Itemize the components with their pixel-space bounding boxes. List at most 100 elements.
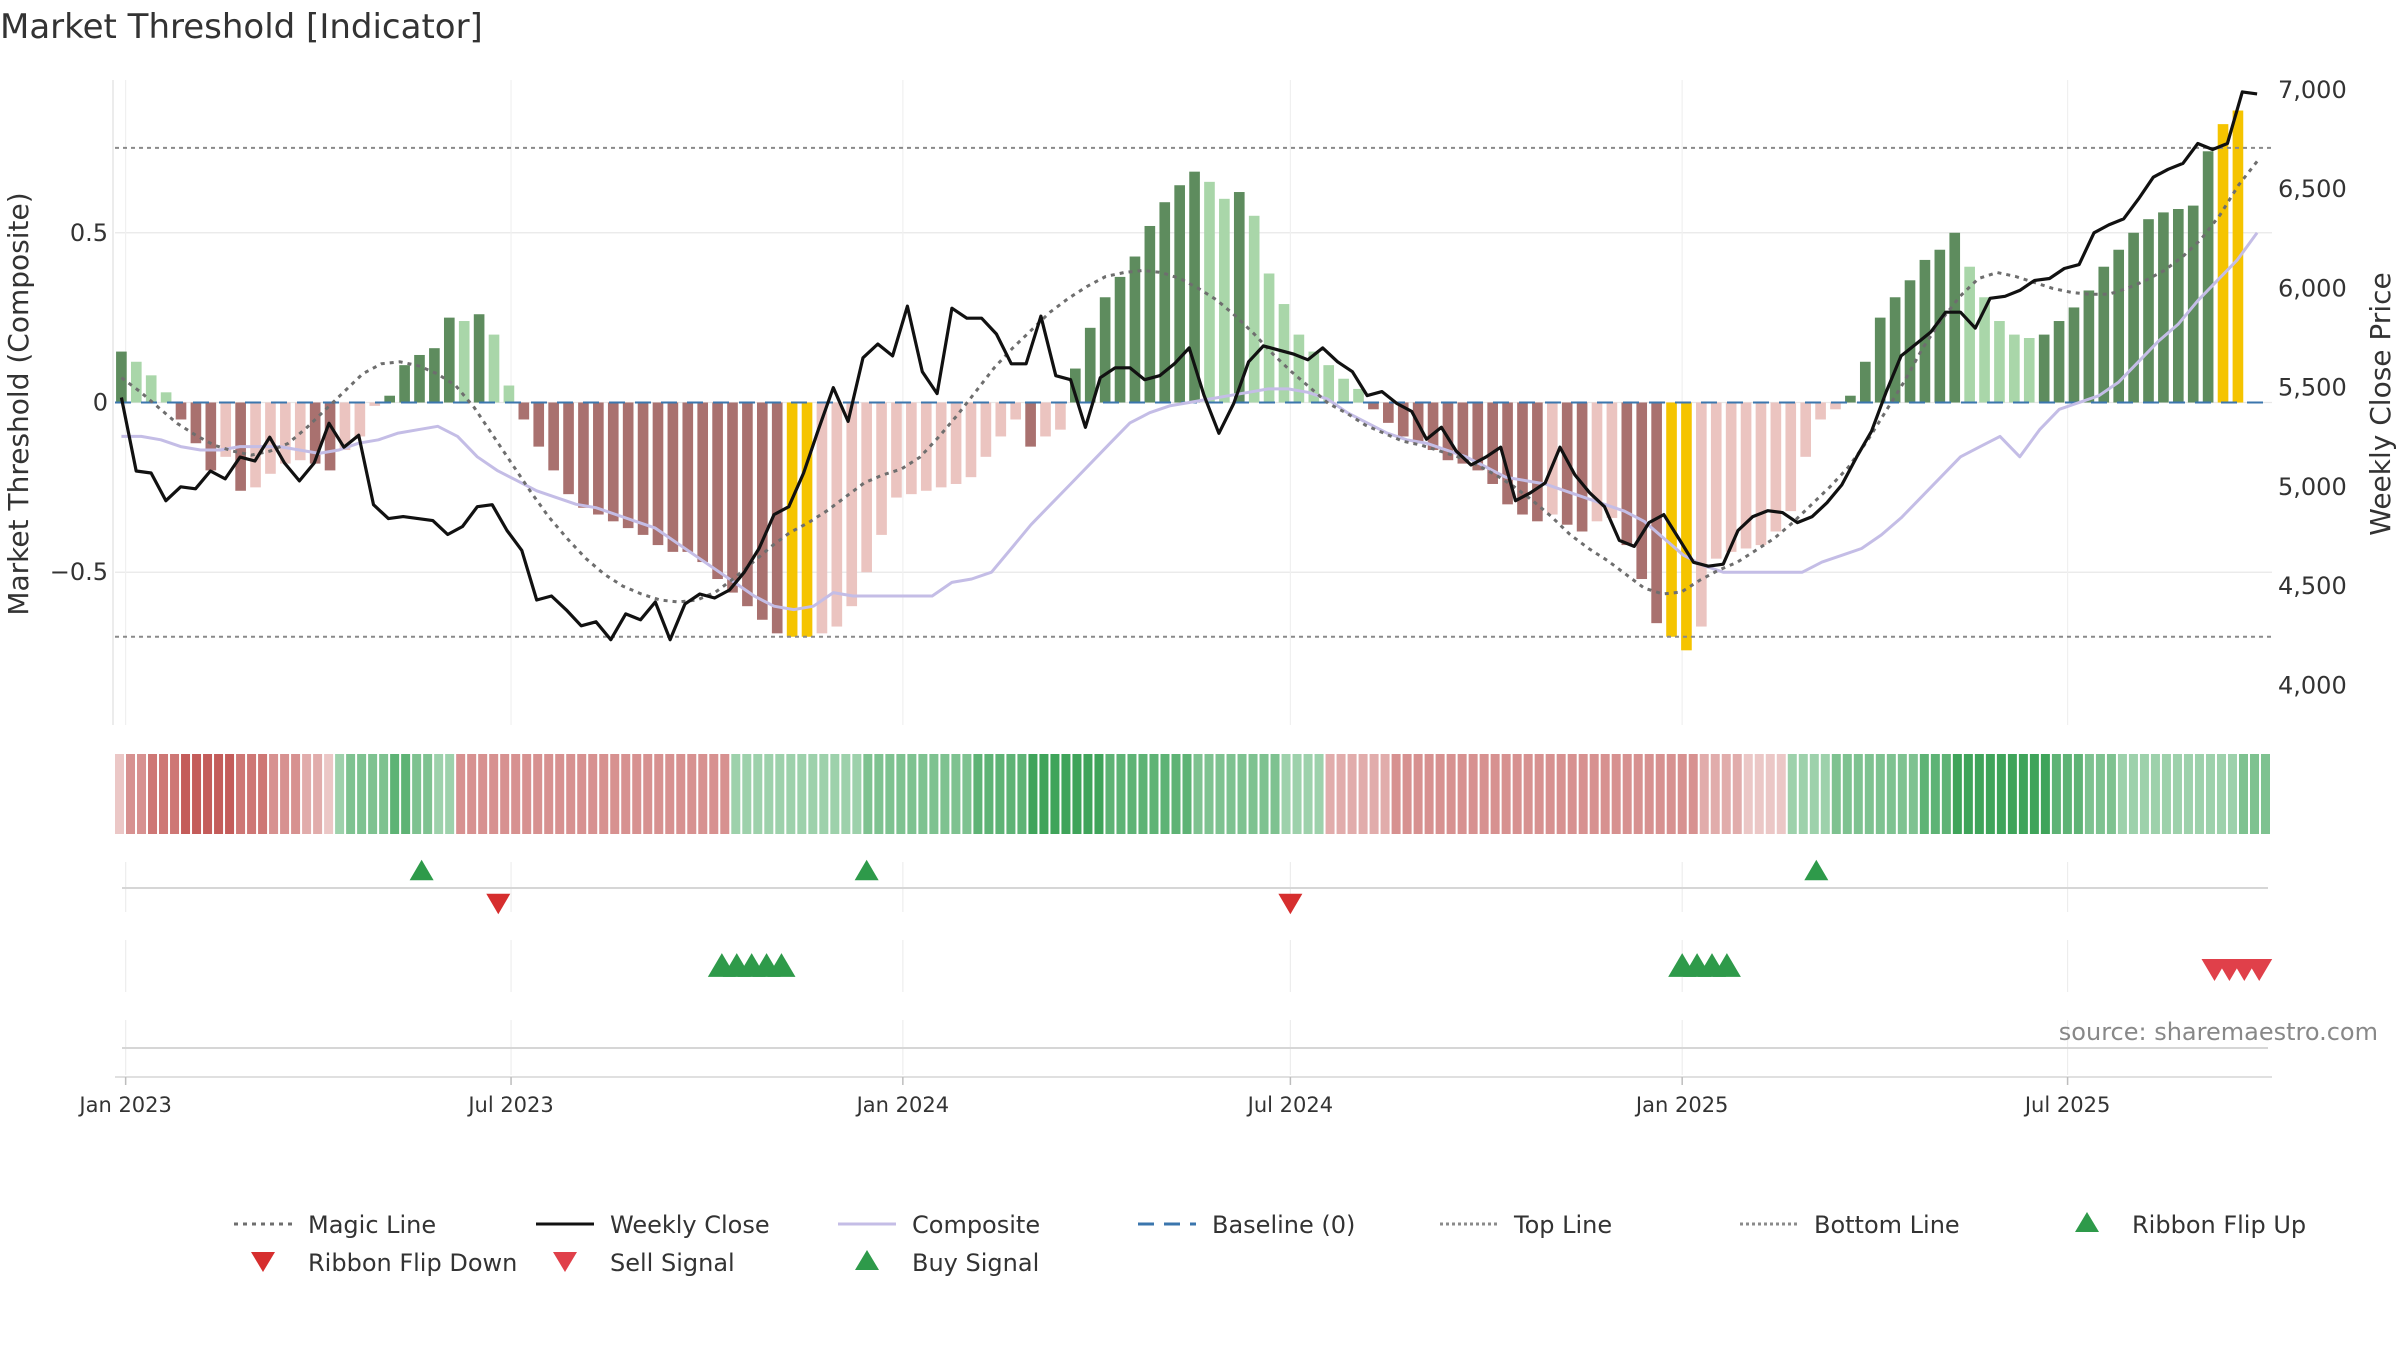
ribbon-cell bbox=[951, 754, 961, 834]
ribbon-cell bbox=[2150, 754, 2160, 834]
ribbon-cell bbox=[1523, 754, 1533, 834]
legend-swatch bbox=[2075, 1212, 2099, 1232]
legend-item: Weekly Close bbox=[536, 1211, 770, 1239]
composite-bar bbox=[906, 402, 917, 495]
ribbon-cell bbox=[1204, 754, 1214, 834]
ribbon-cell bbox=[1820, 754, 1830, 834]
ribbon-cell bbox=[236, 754, 246, 834]
ribbon-cell bbox=[368, 754, 378, 834]
composite-bar bbox=[876, 402, 887, 535]
ribbon-cell bbox=[1028, 754, 1038, 834]
composite-bar bbox=[861, 402, 872, 573]
ribbon-cell bbox=[555, 754, 565, 834]
ribbon-cell bbox=[973, 754, 983, 834]
ribbon-flip-down-marker bbox=[486, 893, 511, 915]
composite-bar bbox=[503, 385, 515, 403]
ribbon-cell bbox=[687, 754, 697, 834]
composite-bars bbox=[116, 110, 2244, 651]
composite-bar bbox=[1889, 297, 1901, 403]
ribbon-cell bbox=[1336, 754, 1346, 834]
ribbon-cell bbox=[1094, 754, 1104, 834]
ribbon-cell bbox=[1644, 754, 1654, 834]
ribbon-cell bbox=[126, 754, 136, 834]
x-tick-label: Jan 2023 bbox=[77, 1093, 172, 1117]
composite-bar bbox=[145, 375, 157, 403]
ribbon-cell bbox=[522, 754, 532, 834]
ribbon-cell bbox=[533, 754, 543, 834]
ribbon-flip-up-marker bbox=[409, 859, 434, 881]
ribbon-cell bbox=[665, 754, 675, 834]
y-tick-label: −0.5 bbox=[50, 558, 108, 586]
ribbon-cell bbox=[1039, 754, 1049, 834]
ribbon-cell bbox=[643, 754, 653, 834]
ribbon-cell bbox=[1974, 754, 1984, 834]
ribbon-cell bbox=[1006, 754, 1016, 834]
ribbon-cell bbox=[225, 754, 235, 834]
ribbon-cell bbox=[1754, 754, 1764, 834]
ribbon-cell bbox=[1248, 754, 1258, 834]
ribbon-cell bbox=[2260, 754, 2270, 834]
composite-line bbox=[121, 231, 2259, 612]
ribbon-cell bbox=[2161, 754, 2171, 834]
ribbon-cell bbox=[137, 754, 147, 834]
ribbon-cell bbox=[1457, 754, 1467, 834]
ribbon-cell bbox=[170, 754, 180, 834]
composite-bar bbox=[1204, 181, 1215, 403]
ribbon-cell bbox=[1622, 754, 1632, 834]
sell-signal-marker bbox=[2246, 958, 2273, 982]
composite-bar bbox=[1770, 402, 1782, 532]
legend-label: Weekly Close bbox=[610, 1211, 770, 1239]
ribbon-cell bbox=[1831, 754, 1841, 834]
legend-item: Baseline (0) bbox=[1138, 1211, 1355, 1239]
ribbon-cell bbox=[1545, 754, 1555, 834]
ribbon-cell bbox=[489, 754, 499, 834]
ribbon-cell bbox=[621, 754, 631, 834]
composite-bar bbox=[1964, 266, 1975, 403]
ribbon-cell bbox=[467, 754, 477, 834]
ribbon-cell bbox=[1688, 754, 1698, 834]
composite-bar bbox=[801, 402, 813, 637]
composite-bar bbox=[1502, 402, 1513, 505]
ribbon-cell bbox=[1171, 754, 1181, 834]
ribbon-cell bbox=[1908, 754, 1918, 834]
composite-bar bbox=[1114, 276, 1126, 403]
x-tick-label: Jul 2024 bbox=[1246, 1093, 1333, 1117]
composite-bar bbox=[1129, 256, 1141, 403]
ribbon-cell bbox=[1952, 754, 1962, 834]
ribbon-cell bbox=[1875, 754, 1885, 834]
composite-bar bbox=[950, 402, 962, 484]
composite-bar bbox=[1830, 402, 1841, 410]
ribbon-cell bbox=[2205, 754, 2215, 834]
ribbon-cell bbox=[1501, 754, 1511, 834]
ribbon-cell bbox=[1358, 754, 1368, 834]
composite-bar bbox=[831, 402, 843, 627]
ribbon-cell bbox=[1490, 754, 1500, 834]
ribbon-cell bbox=[1237, 754, 1247, 834]
ribbon-cell bbox=[1963, 754, 1973, 834]
legend-item: Ribbon Flip Down bbox=[251, 1249, 517, 1277]
composite-bar bbox=[399, 365, 410, 403]
ribbon-cell bbox=[1391, 754, 1401, 834]
ribbon-cell bbox=[2183, 754, 2193, 834]
source-note: source: sharemaestro.com bbox=[2059, 1018, 2378, 1046]
ribbon-cell bbox=[1699, 754, 1709, 834]
legend-label: Buy Signal bbox=[912, 1249, 1039, 1277]
ribbon-cell bbox=[1083, 754, 1093, 834]
composite-bar bbox=[1263, 273, 1275, 403]
legend-label: Sell Signal bbox=[610, 1249, 735, 1277]
composite-bar bbox=[1845, 395, 1856, 403]
ribbon-cell bbox=[1226, 754, 1236, 834]
composite-bar bbox=[533, 402, 545, 447]
legend-item: Buy Signal bbox=[855, 1249, 1039, 1277]
composite-bar bbox=[995, 402, 1007, 437]
ribbon-cell bbox=[192, 754, 202, 834]
ribbon-cell bbox=[1809, 754, 1819, 834]
composite-bar bbox=[607, 402, 619, 522]
composite-bar bbox=[1084, 327, 1096, 403]
legend-item: Bottom Line bbox=[1740, 1211, 1960, 1239]
ribbon-cell bbox=[929, 754, 939, 834]
composite-bar bbox=[518, 402, 530, 420]
ribbon-cell bbox=[731, 754, 741, 834]
ribbon-cell bbox=[2084, 754, 2094, 834]
ribbon-cell bbox=[962, 754, 972, 834]
